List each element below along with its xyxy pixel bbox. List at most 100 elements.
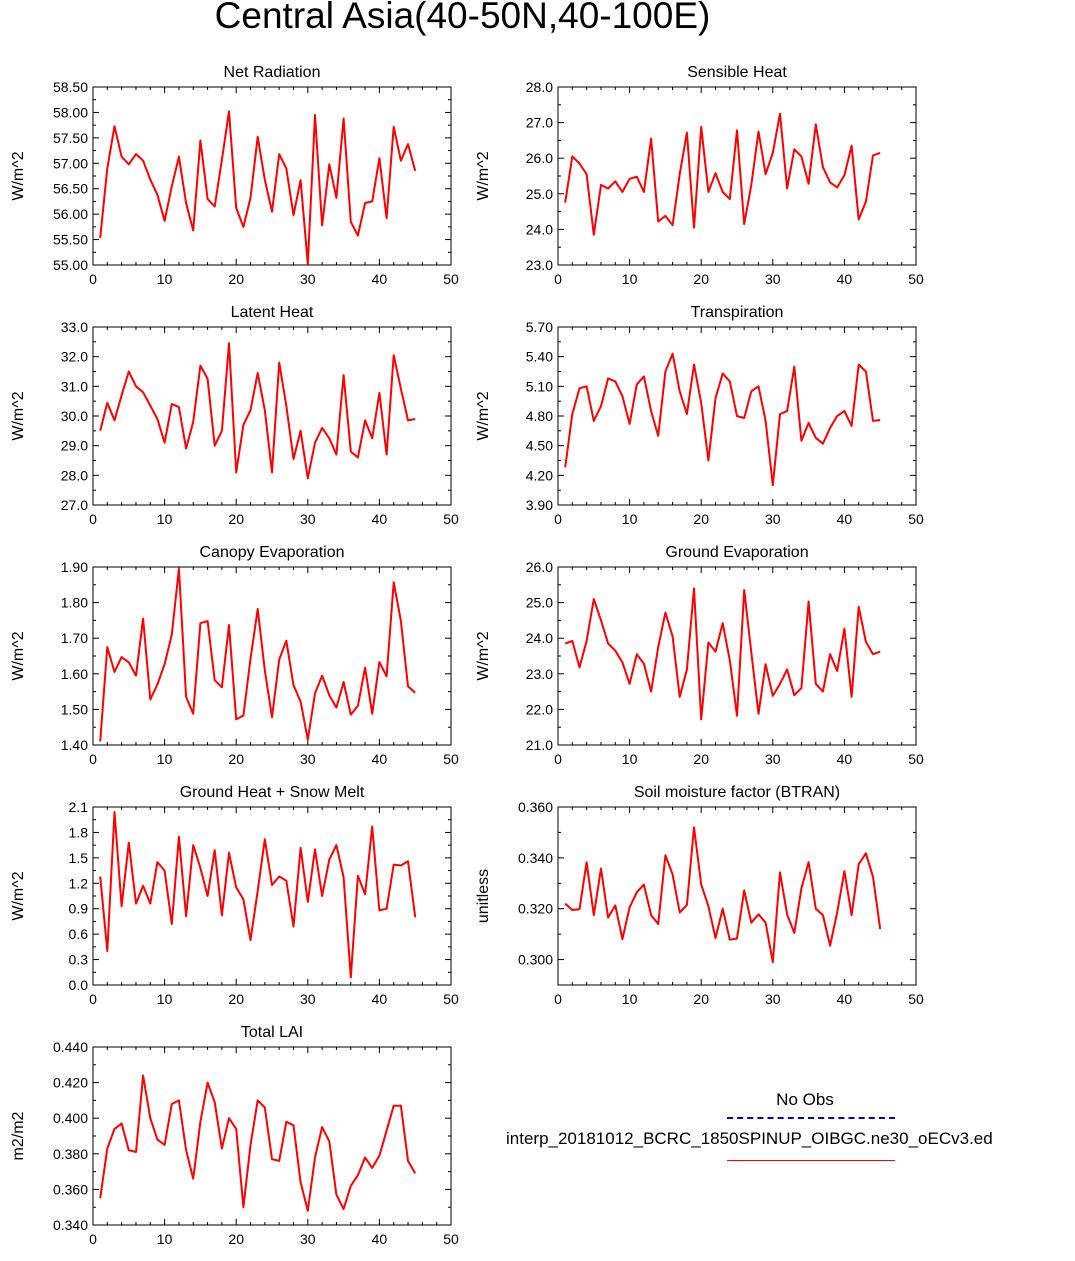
x-tick-label: 30 bbox=[765, 511, 781, 527]
y-tick-label: 0.340 bbox=[518, 850, 553, 866]
y-axis-label: W/m^2 bbox=[475, 391, 492, 440]
x-tick-label: 30 bbox=[300, 271, 316, 287]
y-tick-label: 26.0 bbox=[526, 150, 553, 166]
panel-title: Latent Heat bbox=[231, 304, 314, 321]
y-tick-label: 4.50 bbox=[526, 438, 553, 454]
y-tick-label: 1.8 bbox=[69, 824, 89, 840]
x-tick-label: 20 bbox=[228, 751, 244, 767]
y-tick-label: 58.50 bbox=[53, 79, 88, 95]
x-tick-label: 40 bbox=[837, 751, 853, 767]
y-tick-label: 55.00 bbox=[53, 257, 88, 273]
x-tick-label: 0 bbox=[89, 271, 97, 287]
y-tick-label: 25.0 bbox=[526, 595, 553, 611]
x-tick-label: 50 bbox=[443, 271, 459, 287]
y-axis-label: unitless bbox=[475, 869, 492, 923]
plot-frame bbox=[92, 1046, 452, 1226]
x-tick-label: 0 bbox=[554, 751, 562, 767]
panel-title: Transpiration bbox=[691, 304, 784, 321]
x-tick-label: 10 bbox=[622, 511, 638, 527]
y-tick-label: 1.70 bbox=[61, 630, 88, 646]
series-line bbox=[564, 826, 882, 964]
panel-title: Net Radiation bbox=[224, 64, 321, 81]
series-line bbox=[564, 587, 881, 721]
y-tick-label: 57.00 bbox=[53, 155, 88, 171]
legend-model-line bbox=[727, 1160, 895, 1161]
y-tick-label: 0.6 bbox=[69, 926, 89, 942]
x-tick-label: 0 bbox=[89, 751, 97, 767]
panel-net-radiation: Net Radiation W/m^2 0 10 20 30 40 50 55.00 55.50 5… bbox=[10, 64, 459, 287]
legend-obs-line bbox=[727, 1117, 895, 1119]
x-tick-label: 30 bbox=[300, 991, 316, 1007]
x-tick-label: 50 bbox=[908, 991, 924, 1007]
x-tick-label: 10 bbox=[622, 271, 638, 287]
y-tick-label: 31.0 bbox=[61, 378, 88, 394]
x-tick-label: 0 bbox=[89, 991, 97, 1007]
x-tick-label: 10 bbox=[157, 1231, 173, 1247]
x-tick-label: 20 bbox=[693, 271, 709, 287]
x-tick-label: 50 bbox=[908, 271, 924, 287]
y-tick-label: 27.0 bbox=[61, 497, 88, 513]
y-axis-label: W/m^2 bbox=[10, 871, 27, 920]
series-line bbox=[99, 342, 416, 480]
x-tick-label: 30 bbox=[765, 991, 781, 1007]
y-tick-label: 55.50 bbox=[53, 232, 88, 248]
y-axis-label: m2/m2 bbox=[10, 1111, 27, 1160]
x-tick-label: 40 bbox=[372, 991, 388, 1007]
panel-total-lai: Total LAI m2/m2 0 10 20 30 40 50 0.340 0.360 0.380… bbox=[10, 1024, 459, 1247]
x-tick-label: 40 bbox=[372, 271, 388, 287]
panel-title: Ground Heat + Snow Melt bbox=[180, 784, 365, 801]
y-tick-label: 27.0 bbox=[526, 115, 553, 131]
plot-frame bbox=[557, 806, 917, 986]
y-tick-label: 0.300 bbox=[518, 952, 553, 968]
y-tick-label: 29.0 bbox=[61, 438, 88, 454]
y-tick-label: 33.0 bbox=[61, 319, 88, 335]
y-tick-label: 0.0 bbox=[69, 977, 89, 993]
y-tick-label: 1.90 bbox=[61, 559, 88, 575]
y-tick-label: 1.2 bbox=[69, 875, 89, 891]
y-tick-label: 0.380 bbox=[53, 1146, 88, 1162]
y-tick-label: 0.9 bbox=[69, 901, 89, 917]
y-tick-label: 0.3 bbox=[69, 952, 89, 968]
y-tick-label: 56.00 bbox=[53, 206, 88, 222]
series-line bbox=[99, 110, 417, 265]
y-axis-label: W/m^2 bbox=[10, 151, 27, 200]
plot-frame bbox=[557, 86, 917, 266]
panel-sensible-heat: Sensible Heat W/m^2 0 10 20 30 40 50 23.0 24.0 25.… bbox=[475, 64, 924, 287]
y-tick-label: 1.80 bbox=[61, 595, 88, 611]
x-tick-label: 50 bbox=[908, 751, 924, 767]
panel-canopy-evaporation: Canopy Evaporation W/m^2 0 10 20 30 40 50 1.40 1.… bbox=[10, 544, 459, 767]
x-tick-label: 10 bbox=[157, 991, 173, 1007]
y-tick-label: 24.0 bbox=[526, 630, 553, 646]
y-tick-label: 24.0 bbox=[526, 221, 553, 237]
x-tick-label: 30 bbox=[300, 751, 316, 767]
y-tick-label: 5.70 bbox=[526, 319, 553, 335]
y-tick-label: 57.50 bbox=[53, 130, 88, 146]
y-tick-label: 0.400 bbox=[53, 1110, 88, 1126]
x-tick-label: 20 bbox=[693, 511, 709, 527]
x-tick-label: 10 bbox=[157, 751, 173, 767]
y-tick-label: 0.420 bbox=[53, 1075, 88, 1091]
page-title: Central Asia(40-50N,40-100E) bbox=[214, 0, 711, 36]
y-tick-label: 26.0 bbox=[526, 559, 553, 575]
x-tick-label: 30 bbox=[300, 1231, 316, 1247]
y-tick-label: 56.50 bbox=[53, 181, 88, 197]
y-axis-label: W/m^2 bbox=[475, 631, 492, 680]
y-tick-label: 4.80 bbox=[526, 408, 553, 424]
y-tick-label: 1.40 bbox=[61, 737, 88, 753]
panel-latent-heat: Latent Heat W/m^2 0 10 20 30 40 50 27.0 28.0 29.0 3… bbox=[10, 304, 459, 527]
x-tick-label: 30 bbox=[765, 271, 781, 287]
y-tick-label: 4.20 bbox=[526, 467, 553, 483]
x-tick-label: 20 bbox=[228, 511, 244, 527]
y-tick-label: 0.360 bbox=[53, 1181, 88, 1197]
y-tick-label: 5.10 bbox=[526, 378, 553, 394]
x-tick-label: 30 bbox=[300, 511, 316, 527]
x-tick-label: 0 bbox=[554, 511, 562, 527]
legend-obs-label: No Obs bbox=[776, 1090, 834, 1109]
panel-ground-evaporation: Ground Evaporation W/m^2 0 10 20 30 40 50 21.0 22… bbox=[475, 544, 924, 767]
x-tick-label: 40 bbox=[372, 511, 388, 527]
y-tick-label: 30.0 bbox=[61, 408, 88, 424]
y-tick-label: 28.0 bbox=[61, 467, 88, 483]
x-tick-label: 0 bbox=[89, 1231, 97, 1247]
series-line bbox=[99, 1074, 417, 1212]
